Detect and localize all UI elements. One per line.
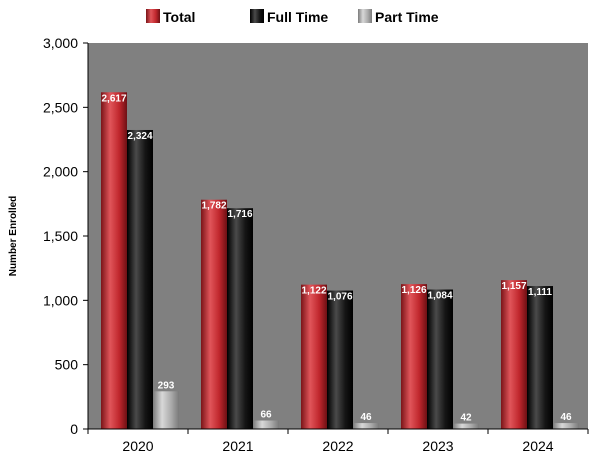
data-label-full-time-2022: 1,076 xyxy=(327,292,352,303)
x-tick-label-2024: 2024 xyxy=(522,438,553,454)
data-label-total-2024: 1,157 xyxy=(501,281,526,292)
y-tick-label-1000: 1,000 xyxy=(43,292,78,308)
y-tick-label-500: 500 xyxy=(55,357,79,373)
data-label-full-time-2023: 1,084 xyxy=(427,291,452,302)
data-label-full-time-2024: 1,111 xyxy=(528,287,552,298)
bar-full-time-2024 xyxy=(527,286,553,429)
bar-full-time-2021 xyxy=(227,208,253,429)
data-label-part-time-2021: 66 xyxy=(260,410,272,421)
y-tick-label-3000: 3,000 xyxy=(43,35,78,51)
y-axis-label: Number Enrolled xyxy=(8,196,19,277)
legend-swatch-total xyxy=(146,9,160,23)
bar-full-time-2022 xyxy=(327,290,353,429)
legend-label-part-time: Part Time xyxy=(375,9,439,25)
bar-full-time-2023 xyxy=(427,289,453,429)
y-tick-label-0: 0 xyxy=(70,421,78,437)
x-axis: 2020 2021 2022 2023 2024 xyxy=(87,428,589,454)
data-label-total-2020: 2,617 xyxy=(101,93,126,104)
legend-label-total: Total xyxy=(163,9,195,25)
x-tick-label-2022: 2022 xyxy=(322,438,353,454)
data-label-part-time-2023: 42 xyxy=(460,413,472,424)
bar-total-2024 xyxy=(501,280,527,429)
data-label-part-time-2020: 293 xyxy=(158,380,175,391)
bar-part-time-2023 xyxy=(453,423,479,429)
y-tick-label-1500: 1,500 xyxy=(43,228,78,244)
bar-total-2022 xyxy=(301,284,327,429)
bar-part-time-2024 xyxy=(553,423,579,429)
bar-total-2021 xyxy=(201,199,227,429)
y-tick-label-2500: 2,500 xyxy=(43,99,78,115)
x-tick-label-2020: 2020 xyxy=(122,438,153,454)
legend-label-full-time: Full Time xyxy=(267,9,328,25)
bars-layer xyxy=(101,92,579,430)
data-label-total-2022: 1,122 xyxy=(301,286,326,297)
legend: Total Full Time Part Time xyxy=(146,9,439,25)
data-label-full-time-2020: 2,324 xyxy=(127,131,152,142)
y-axis: 0 500 1,000 1,500 2,000 2,500 3,000 xyxy=(43,35,89,437)
bar-part-time-2022 xyxy=(353,423,379,429)
bar-full-time-2020 xyxy=(127,129,153,429)
bar-total-2020 xyxy=(101,92,127,430)
bar-part-time-2020 xyxy=(153,391,179,429)
bar-part-time-2021 xyxy=(253,420,279,429)
data-label-part-time-2022: 46 xyxy=(360,412,372,423)
legend-swatch-full-time xyxy=(250,9,264,23)
data-label-full-time-2021: 1,716 xyxy=(227,209,252,220)
legend-swatch-part-time xyxy=(358,9,372,23)
x-tick-label-2023: 2023 xyxy=(422,438,453,454)
data-label-total-2023: 1,126 xyxy=(401,285,426,296)
bar-total-2023 xyxy=(401,284,427,429)
x-tick-label-2021: 2021 xyxy=(222,438,253,454)
y-tick-label-2000: 2,000 xyxy=(43,164,78,180)
data-label-part-time-2024: 46 xyxy=(560,412,572,423)
data-label-total-2021: 1,782 xyxy=(201,201,226,212)
